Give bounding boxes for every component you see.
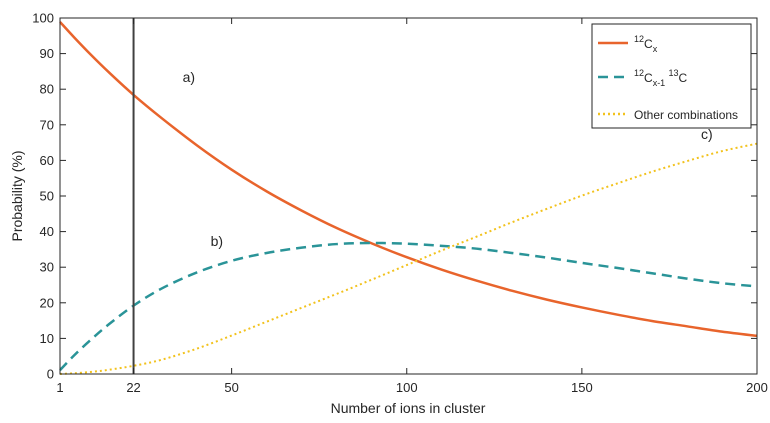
legend-sup1: 12 [634, 34, 644, 44]
legend-sup2: 13 [669, 68, 679, 78]
series-lines [59, 21, 758, 375]
y-tick-label: 80 [40, 82, 54, 97]
legend-sub1: x [653, 44, 658, 54]
annotation-label: c) [701, 126, 713, 142]
y-tick-label: 50 [40, 189, 54, 204]
x-tick-label: 200 [746, 380, 768, 395]
y-tick-label: 90 [40, 46, 54, 61]
legend-base1: C [644, 71, 653, 85]
legend-label-c12x1c13: 12Cx-113C [634, 68, 688, 88]
x-tick-label: 1 [56, 380, 63, 395]
series-line-other [59, 142, 758, 375]
legend-label-c12x: 12Cx [634, 34, 658, 54]
series-line-c12x [59, 21, 758, 338]
legend-base1: C [644, 37, 653, 51]
y-tick-label: 10 [40, 331, 54, 346]
series-line-c12x1c13 [59, 241, 758, 371]
y-tick-label: 0 [47, 367, 54, 382]
y-tick-label: 40 [40, 224, 54, 239]
axes [59, 17, 758, 375]
x-tick-label: 100 [396, 380, 418, 395]
y-axis-label: Probability (%) [9, 150, 25, 241]
legend-base1: Other combinations [634, 108, 738, 122]
legend-sup1: 12 [634, 68, 644, 78]
y-tick-label: 70 [40, 117, 54, 132]
legend-label-other: Other combinations [634, 108, 738, 122]
y-tick-label: 60 [40, 153, 54, 168]
x-tick-label: 22 [126, 380, 140, 395]
legend-sub1: x-1 [653, 78, 665, 88]
tick-labels: 1 22 50 100 150 200 0 10 20 30 40 50 60 70 80 90 100 [32, 11, 768, 396]
legend-base2: C [679, 71, 688, 85]
y-tick-label: 20 [40, 295, 54, 310]
y-tick-label: 100 [32, 11, 54, 26]
y-tick-label: 30 [40, 260, 54, 275]
x-axis-label: Number of ions in cluster [331, 400, 486, 416]
annotation-label: a) [183, 69, 195, 85]
x-tick-label: 150 [571, 380, 593, 395]
annotation-label: b) [211, 233, 223, 249]
annotations: a) b) c) [183, 69, 713, 249]
x-tick-label: 50 [224, 380, 238, 395]
